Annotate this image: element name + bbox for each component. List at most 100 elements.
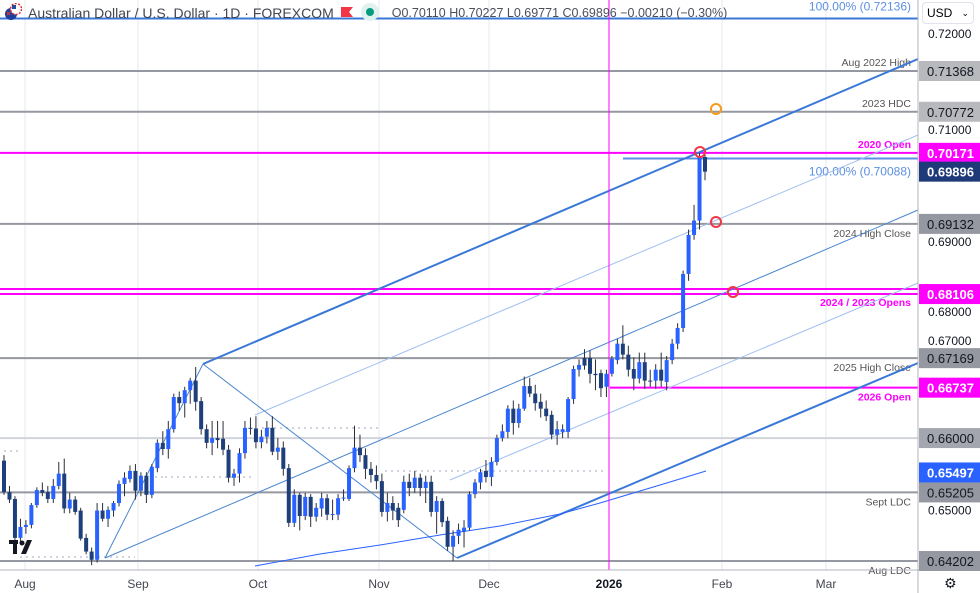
pitchfork-handle-line[interactable] xyxy=(104,363,204,559)
candle-body xyxy=(248,427,253,429)
candle-body xyxy=(18,526,23,538)
time-axis[interactable]: Aug Sep Oct Nov Dec 2026 Feb Mar xyxy=(0,569,980,591)
candle-body xyxy=(593,373,598,376)
candle-body xyxy=(445,520,450,547)
level-label: 2020 Open xyxy=(858,139,911,151)
candle-body xyxy=(598,373,603,389)
pitchfork-handle-line[interactable] xyxy=(202,363,458,559)
price-axis[interactable]: 0.71368 0.70772 0.70171 0.69132 0.68106 0.671… xyxy=(917,0,980,593)
candle-body xyxy=(483,470,488,478)
tradingview-logo xyxy=(9,540,32,554)
y-tick-label: 0.67000 xyxy=(928,334,972,348)
candle-body xyxy=(412,477,417,488)
candle-body xyxy=(297,494,302,517)
candle-body xyxy=(670,343,675,361)
candle-body xyxy=(73,499,78,512)
candle-body xyxy=(127,470,132,480)
x-tick-label: Sep xyxy=(127,577,149,591)
candle-body xyxy=(396,507,401,521)
pitchfork[interactable] xyxy=(104,58,919,559)
candle-body xyxy=(511,408,516,424)
low-value: L0.69771 xyxy=(506,6,560,20)
candle-body xyxy=(571,369,576,400)
level-label: 2024 / 2023 Opens xyxy=(820,297,911,309)
price-axis-badge-text: 0.67169 xyxy=(927,351,974,366)
marker-circle xyxy=(727,286,739,298)
candle-body xyxy=(467,494,472,528)
candle-body xyxy=(111,503,116,511)
price-axis-badge xyxy=(919,551,980,572)
candle-body xyxy=(232,473,237,478)
candle-body xyxy=(84,537,89,552)
candle-body xyxy=(494,438,499,462)
candle-body xyxy=(363,455,368,469)
candle-body xyxy=(555,429,560,435)
candle-body xyxy=(692,220,697,235)
candle-body xyxy=(566,399,571,432)
x-tick-label: Dec xyxy=(478,577,499,591)
aud-usd-flags-icon xyxy=(4,2,23,24)
candle-body xyxy=(7,492,12,500)
candle-body xyxy=(533,393,538,404)
candle-body xyxy=(653,369,658,381)
candle-body xyxy=(51,485,56,499)
candle-body xyxy=(626,354,631,370)
level-label: 100.00% (0.70088) xyxy=(809,165,911,179)
channel-lower-line[interactable] xyxy=(456,362,919,559)
channel-quarter-line-lower[interactable] xyxy=(449,282,919,481)
x-tick-label: Feb xyxy=(712,577,733,591)
candle-body xyxy=(12,498,17,538)
candle-body xyxy=(659,369,664,381)
candle-body xyxy=(23,524,28,527)
candle-body xyxy=(587,358,592,374)
candle-body xyxy=(347,468,352,499)
candle-body xyxy=(440,500,445,523)
candle-body xyxy=(642,362,647,381)
level-label: 2025 High Close xyxy=(833,362,911,374)
x-tick-label: Oct xyxy=(249,577,268,591)
candle-body xyxy=(138,475,143,491)
x-tick-label: Mar xyxy=(816,577,837,591)
price-axis-badge-text: 0.70772 xyxy=(927,105,974,120)
x-tick-label: Nov xyxy=(368,577,389,591)
candle-body xyxy=(352,447,357,469)
candle-body xyxy=(544,408,549,417)
market-status-icon[interactable] xyxy=(360,2,380,25)
candle-body xyxy=(188,380,193,391)
price-axis-badge-text: 0.70171 xyxy=(927,146,974,161)
price-axis-badge xyxy=(919,61,980,81)
candle-body xyxy=(418,477,423,488)
price-axis-badge xyxy=(919,101,980,122)
price-axis-badge xyxy=(919,348,980,369)
open-value: O0.70110 xyxy=(391,6,446,20)
candle-body xyxy=(560,429,565,432)
candle-body xyxy=(226,449,231,478)
candle-body xyxy=(78,510,83,539)
level-label: Sept LDC xyxy=(865,496,911,508)
symbol-title[interactable]: Australian Dollar / U.S. Dollar · 1D · F… xyxy=(28,5,334,21)
candle-body xyxy=(89,551,94,560)
high-value: H0.70227 xyxy=(449,6,504,20)
candle-body xyxy=(582,358,587,366)
gear-icon[interactable]: ⚙ xyxy=(944,575,957,591)
price-axis-badge-text: 0.64202 xyxy=(927,554,974,569)
candles xyxy=(2,149,707,566)
candle-body xyxy=(133,470,138,491)
candle-body xyxy=(341,497,346,499)
candle-body xyxy=(2,460,6,493)
candle-body xyxy=(259,436,264,443)
candle-body xyxy=(527,386,532,394)
horizontal-levels: 100.00% (0.72136) Aug 2022 High 2023 HDC 20… xyxy=(0,0,918,577)
candle-body xyxy=(703,157,707,172)
channel-quarter-line-upper[interactable] xyxy=(254,134,919,416)
candle-body xyxy=(253,428,258,443)
channel-upper-line[interactable] xyxy=(202,58,919,365)
candle-body xyxy=(462,527,467,532)
flag-icon[interactable] xyxy=(340,5,354,21)
candle-body xyxy=(281,447,286,469)
currency-selector[interactable]: USD ⌄ xyxy=(922,2,974,24)
y-tick-label: 0.65000 xyxy=(928,503,972,517)
channel-median-line[interactable] xyxy=(104,209,919,559)
candle-body xyxy=(34,490,39,506)
